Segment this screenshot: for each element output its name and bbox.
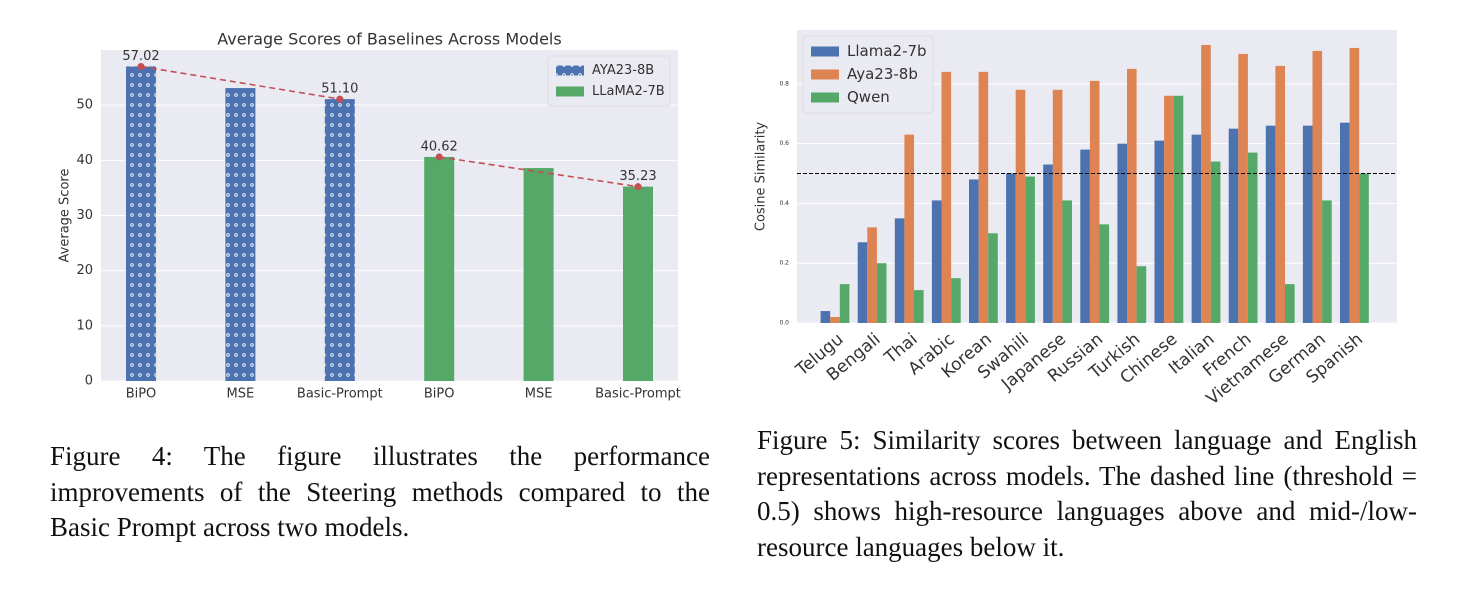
bar: [988, 233, 998, 323]
legend-swatch: [811, 92, 839, 103]
bar: [1015, 89, 1026, 323]
y-tick-label: 30: [76, 208, 93, 223]
bar: [820, 311, 831, 323]
bar: [1154, 140, 1165, 323]
bar: [1136, 266, 1147, 323]
legend-label: Aya23-8b: [847, 65, 918, 83]
legend-swatch: [811, 46, 839, 57]
figures: 0 10 20 30 40 50 Average Scores of Baselines A…: [58, 30, 1397, 409]
bar: [839, 284, 850, 323]
legend-label: Qwen: [847, 88, 890, 106]
x-tick-label: Basic-Prompt: [297, 387, 383, 402]
bar: [623, 186, 653, 381]
bar: [931, 200, 942, 323]
bar: [969, 179, 979, 323]
bar: [876, 263, 887, 323]
bar: [1312, 50, 1323, 324]
chart-title: Average Scores of Baselines Across Model…: [217, 30, 561, 49]
bar: [1099, 224, 1110, 323]
bar: [1210, 161, 1221, 323]
bar: [1173, 95, 1184, 323]
trend-point: [137, 62, 145, 70]
bar: [1089, 80, 1100, 323]
bar: [830, 317, 840, 323]
bar: [1349, 47, 1360, 323]
bar: [1340, 122, 1350, 323]
bar: [126, 66, 156, 381]
trend-line: [439, 156, 639, 188]
bar: [225, 88, 256, 381]
bar: [941, 71, 952, 323]
y-tick-label: 0.6: [779, 140, 789, 147]
legend-swatch: [811, 69, 839, 80]
data-label: 57.02: [122, 49, 159, 64]
data-label: 40.62: [421, 139, 458, 154]
bar: [914, 290, 924, 323]
trend-point: [336, 95, 344, 103]
data-label: 35.23: [619, 169, 656, 184]
bar: [1322, 200, 1332, 323]
y-tick-label: 0: [85, 374, 93, 389]
bar: [1062, 200, 1072, 323]
legend-label: LLaMA2-7B: [592, 84, 665, 99]
y-tick-label: 0.2: [779, 260, 789, 267]
bar: [904, 134, 914, 323]
bar: [424, 156, 455, 381]
bar: [1117, 143, 1127, 323]
y-tick-label: 0.4: [779, 200, 789, 207]
bar: [867, 227, 877, 323]
legend-label: Llama2-7b: [847, 42, 927, 60]
bar: [1238, 53, 1248, 323]
y-tick-label: 0.0: [779, 320, 789, 327]
bar: [951, 278, 961, 323]
bar: [1080, 149, 1090, 323]
y-tick-label: 50: [76, 98, 93, 113]
y-tick-label: 0.8: [779, 80, 789, 87]
bar: [1302, 125, 1313, 324]
bar: [1285, 284, 1295, 323]
bar: [1025, 176, 1035, 323]
bar: [1247, 152, 1258, 323]
x-tick-label: MSE: [525, 387, 553, 402]
bar: [1265, 125, 1276, 324]
trend-line: [140, 65, 340, 100]
caption: Figure 4: The figure illustrates the per…: [50, 441, 710, 542]
data-label: 51.10: [321, 82, 358, 97]
trend-point: [435, 153, 443, 161]
x-tick-label: BiPO: [424, 387, 455, 402]
y-tick-label: 10: [76, 318, 93, 333]
bar: [1201, 44, 1211, 324]
bar: [1127, 68, 1137, 324]
bar: [978, 71, 989, 323]
bar: [1359, 173, 1369, 323]
trend-point: [634, 183, 642, 191]
x-tick-label: MSE: [227, 387, 255, 402]
bar: [523, 168, 554, 381]
bar: [1052, 89, 1063, 323]
x-tick-label: Basic-Prompt: [595, 387, 681, 402]
bar: [857, 242, 868, 323]
y-axis-label: Cosine Similarity: [754, 122, 769, 232]
bar: [894, 218, 905, 323]
bar: [324, 99, 355, 382]
legend-swatch: [556, 86, 584, 97]
bar: [1006, 173, 1016, 323]
bar: [1191, 134, 1202, 323]
legend-label: AYA23-8B: [592, 63, 654, 78]
bar: [1164, 95, 1174, 323]
bar: [1228, 128, 1239, 323]
bar: [1275, 65, 1285, 323]
y-tick-label: 20: [76, 263, 93, 278]
bar: [1043, 164, 1053, 323]
caption: Figure 5: Similarity scores between lang…: [757, 425, 1417, 562]
y-tick-label: 40: [76, 153, 93, 168]
x-tick-label: BiPO: [126, 387, 157, 402]
y-axis-label: Average Score: [58, 169, 73, 263]
legend-swatch: [556, 65, 584, 76]
